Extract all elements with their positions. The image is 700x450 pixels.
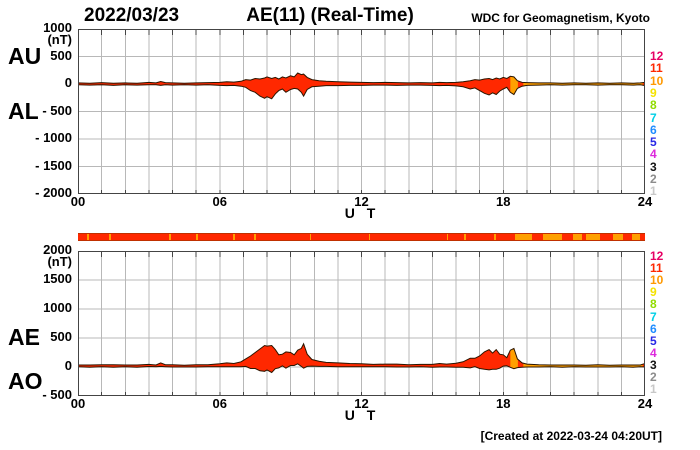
- x-tick-label: 18: [496, 194, 511, 209]
- station-count-label: 7: [650, 110, 657, 125]
- status-segment: [572, 234, 583, 240]
- y-tick-label: - 2000: [35, 185, 72, 200]
- plot-title: AE(11) (Real-Time): [246, 5, 414, 26]
- status-segment: [446, 234, 449, 240]
- station-count-label: 3: [650, 159, 657, 174]
- au-al-band: [78, 73, 645, 99]
- panel-label-au: AU: [8, 42, 42, 69]
- x-tick-label: 00: [70, 396, 86, 411]
- station-count-label: 10: [650, 273, 664, 288]
- station-count-label: 11: [650, 261, 663, 276]
- x-tick-label: 06: [212, 396, 227, 411]
- x-tick-label: 24: [637, 194, 653, 209]
- station-count-label: 5: [650, 135, 657, 150]
- station-count-label: 2: [650, 172, 657, 186]
- station-count-label: 1: [650, 184, 657, 199]
- station-count-label: 8: [650, 98, 657, 113]
- station-status-bar: [78, 233, 645, 241]
- status-segment: [168, 234, 171, 240]
- status-segment: [515, 234, 532, 240]
- panel-label-al: AL: [8, 97, 39, 124]
- station-count-label: 12: [650, 49, 664, 63]
- station-count-label: 10: [650, 73, 664, 88]
- x-axis-title-bottom: U T: [344, 407, 380, 423]
- station-count-label: 6: [650, 321, 657, 336]
- y-axis-unit: (nT): [47, 254, 72, 269]
- plot-date: 2022/03/23: [84, 5, 180, 26]
- created-timestamp: [Created at 2022-03-24 04:20UT]: [480, 429, 662, 443]
- y-tick-label: 1000: [43, 300, 72, 315]
- ae-ao-band: [78, 343, 645, 373]
- panel-label-ae: AE: [8, 324, 40, 350]
- y-tick-label: - 1000: [35, 130, 72, 145]
- station-count-label: 4: [650, 147, 657, 162]
- y-tick-label: - 1500: [35, 157, 72, 173]
- plot-frame: [78, 251, 645, 396]
- status-segment: [87, 234, 90, 240]
- y-axis-unit: (nT): [47, 32, 72, 47]
- plot-frame: [78, 29, 645, 194]
- status-segment: [254, 234, 256, 240]
- reduced-station-band: [523, 343, 643, 373]
- station-count-label: 9: [650, 85, 657, 100]
- y-tick-label: - 500: [42, 387, 72, 402]
- x-axis-title-top: U T: [344, 205, 380, 221]
- ae-ao-outline: [78, 342, 645, 374]
- au-al-outline: [78, 72, 645, 100]
- reduced-station-band: [510, 73, 518, 99]
- y-tick-label: 2000: [43, 242, 72, 257]
- y-tick-label: 1500: [43, 271, 72, 286]
- station-count-label: 4: [650, 345, 657, 360]
- station-count-label: 7: [650, 309, 657, 324]
- y-tick-label: 500: [50, 47, 72, 63]
- au-al-chart: [78, 29, 645, 194]
- station-count-label: 6: [650, 122, 657, 137]
- status-segment: [309, 234, 312, 240]
- y-tick-label: 0: [64, 358, 72, 373]
- status-segment: [632, 234, 641, 240]
- y-tick-label: 1000: [43, 20, 72, 35]
- station-count-label: 11: [650, 61, 663, 76]
- x-tick-label: 06: [212, 194, 227, 209]
- x-tick-label: 18: [496, 396, 511, 411]
- station-count-label: 8: [650, 297, 657, 312]
- status-segment: [585, 234, 601, 240]
- status-segment: [232, 234, 235, 240]
- organization-label: WDC for Geomagnetism, Kyoto: [471, 11, 650, 25]
- status-segment: [613, 234, 623, 240]
- station-count-label: 1: [650, 382, 657, 397]
- status-segment: [368, 234, 371, 240]
- status-segment: [493, 234, 497, 240]
- x-tick-label: 24: [637, 396, 653, 411]
- station-count-label: 9: [650, 285, 657, 300]
- x-tick-label: 12: [354, 194, 369, 209]
- station-count-label: 2: [650, 370, 657, 384]
- y-tick-label: 500: [50, 329, 72, 344]
- status-segment: [543, 234, 563, 240]
- ae-ao-chart: [78, 251, 645, 396]
- station-count-label: 12: [650, 249, 664, 263]
- x-tick-label: 00: [70, 194, 86, 209]
- y-tick-label: - 500: [42, 102, 72, 118]
- station-count-label: 3: [650, 357, 657, 372]
- status-segment: [108, 234, 111, 240]
- x-tick-label: 12: [354, 396, 369, 411]
- reduced-station-band: [510, 343, 518, 373]
- status-segment: [196, 234, 198, 240]
- y-tick-label: 0: [64, 75, 72, 90]
- station-count-label: 5: [650, 333, 657, 348]
- panel-label-ao: AO: [8, 368, 43, 395]
- status-segment: [464, 234, 467, 240]
